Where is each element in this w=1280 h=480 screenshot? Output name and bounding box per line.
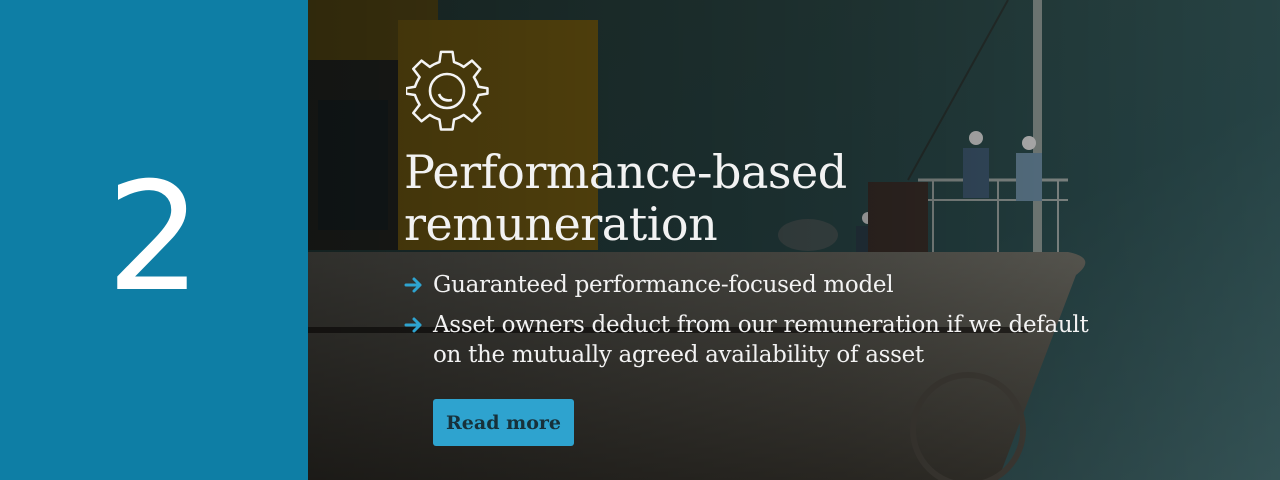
step-number-panel: 2 (0, 0, 308, 480)
arrow-right-icon (404, 277, 422, 293)
section-title: Performance-based remuneration (404, 146, 1024, 250)
bullet-text: Asset owners deduct from our remuneratio… (433, 312, 1089, 368)
title-line-2: remuneration (404, 197, 718, 251)
bullet-item: Asset owners deduct from our remuneratio… (404, 310, 1104, 370)
bullet-item: Guaranteed performance-focused model (404, 270, 1104, 300)
read-more-button[interactable]: Read more (433, 399, 574, 446)
bullet-text: Guaranteed performance-focused model (433, 272, 894, 298)
arrow-right-icon (404, 317, 422, 333)
bullet-list: Guaranteed performance-focused model Ass… (404, 270, 1104, 380)
content-panel: Performance-based remuneration Guaranteed… (308, 0, 1280, 480)
gear-icon (406, 50, 489, 131)
title-line-1: Performance-based (404, 145, 847, 199)
step-number: 2 (106, 151, 202, 325)
